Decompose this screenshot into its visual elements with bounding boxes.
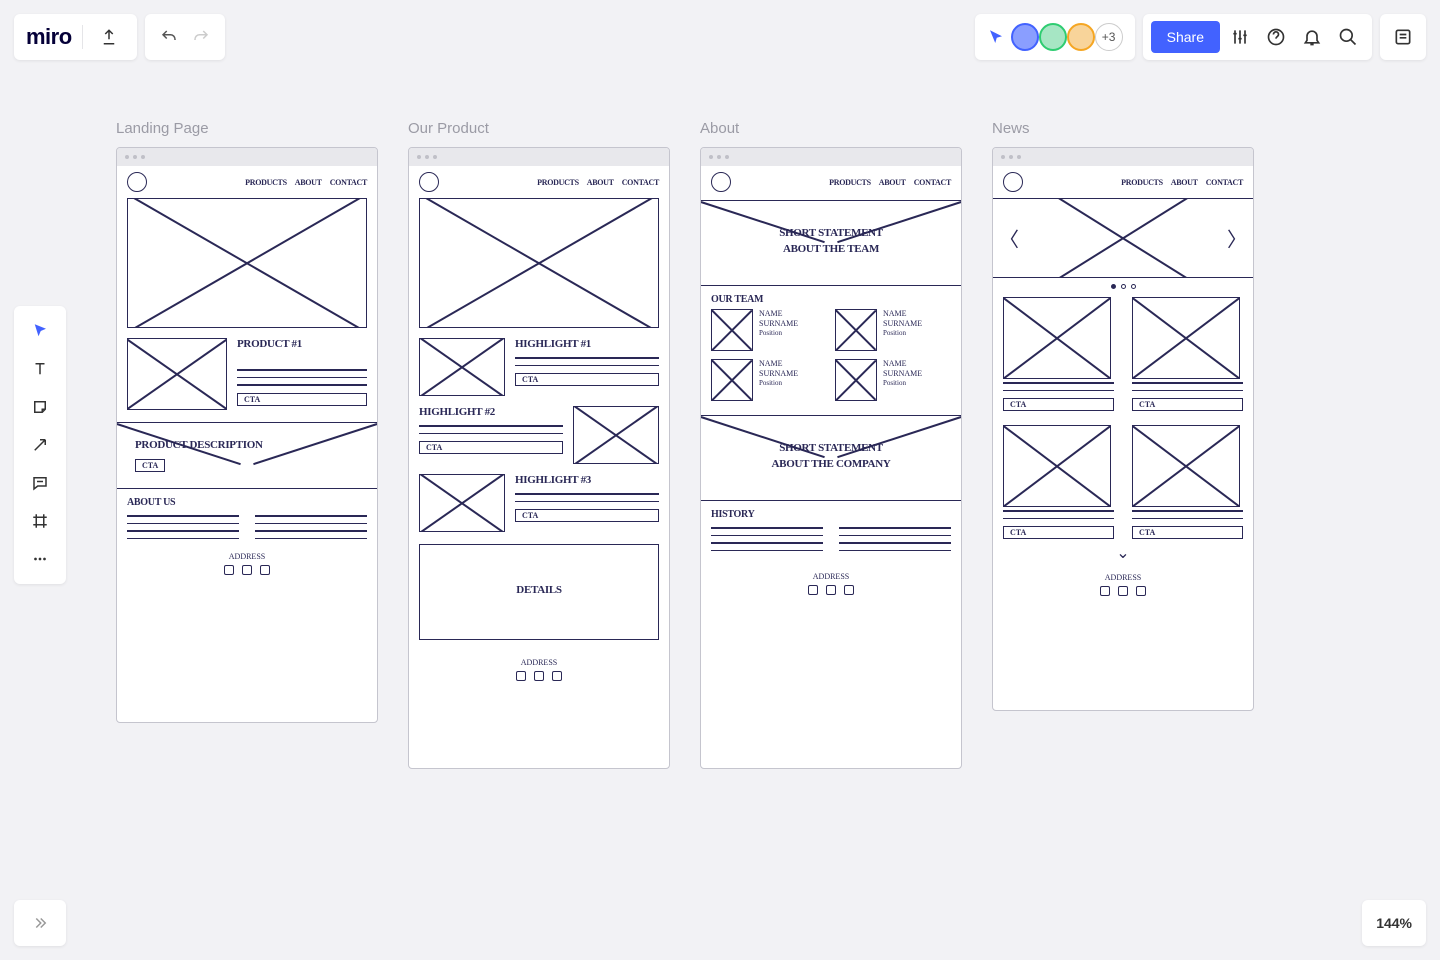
select-tool[interactable] [20,312,60,350]
frame-label: About [700,120,962,137]
frame-label: News [992,120,1254,137]
share-box: Share [1143,14,1372,60]
frame-about[interactable]: About PRODUCTS ABOUT CONTACT SHORT STATE… [700,120,962,769]
logo-box: miro [14,14,137,60]
news-image [1003,297,1111,379]
app-logo[interactable]: miro [26,24,72,50]
undo-icon[interactable] [153,21,185,53]
frame-label: Our Product [408,120,670,137]
hero-image [127,198,367,328]
tool-rail [14,306,66,584]
bell-icon[interactable] [1296,21,1328,53]
highlight-image [573,406,659,464]
divider [82,25,83,49]
hero-image [419,198,659,328]
canvas[interactable]: Landing Page PRODUCTS ABOUT CONTACT PROD… [116,120,1254,769]
team-avatar [835,359,877,401]
frame-tool[interactable] [20,502,60,540]
logo-icon [419,172,439,192]
product-image [127,338,227,410]
search-icon[interactable] [1332,21,1364,53]
help-icon[interactable] [1260,21,1292,53]
zoom-level[interactable]: 144% [1362,900,1426,946]
avatar[interactable] [1067,23,1095,51]
frame-landing[interactable]: Landing Page PRODUCTS ABOUT CONTACT PROD… [116,120,378,723]
logo-icon [127,172,147,192]
comment-tool[interactable] [20,464,60,502]
more-tools[interactable] [20,540,60,578]
logo-icon [711,172,731,192]
cursor-icon[interactable] [987,28,1005,46]
highlight-image [419,338,505,396]
news-image [1003,425,1111,507]
news-image [1132,425,1240,507]
settings-icon[interactable] [1224,21,1256,53]
logo-icon [1003,172,1023,192]
frame-label: Landing Page [116,120,378,137]
news-image [1132,297,1240,379]
frame-product[interactable]: Our Product PRODUCTS ABOUT CONTACT HIGHL… [408,120,670,769]
chevron-down-icon: ⌄ [1003,543,1243,563]
team-avatar [711,309,753,351]
team-avatar [711,359,753,401]
carousel-image [993,198,1253,278]
text-tool[interactable] [20,350,60,388]
collaborators-box: +3 [975,14,1135,60]
expand-panel[interactable] [14,900,66,946]
avatar-overflow[interactable]: +3 [1095,23,1123,51]
export-icon[interactable] [93,21,125,53]
team-avatar [835,309,877,351]
undo-redo-box [145,14,225,60]
panel-toggle[interactable] [1380,14,1426,60]
frame-news[interactable]: News PRODUCTS ABOUT CONTACT 〈 〉 [992,120,1254,711]
redo-icon[interactable] [185,21,217,53]
avatar[interactable] [1011,23,1039,51]
sticky-tool[interactable] [20,388,60,426]
share-button[interactable]: Share [1151,21,1220,53]
avatar[interactable] [1039,23,1067,51]
chevron-right-icon: 〉 [1227,224,1247,253]
arrow-tool[interactable] [20,426,60,464]
highlight-image [419,474,505,532]
chevron-left-icon: 〈 [999,224,1019,253]
